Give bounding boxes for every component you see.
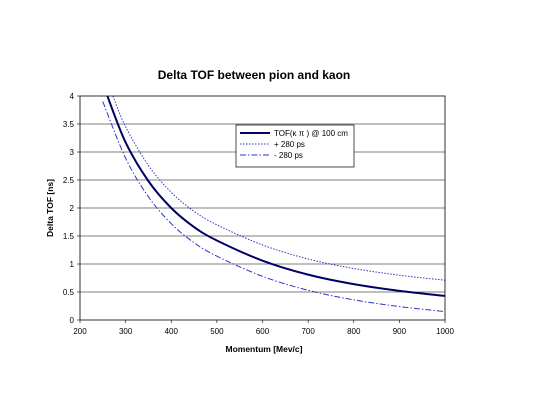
x-tick-label: 800 xyxy=(347,327,361,336)
legend-items: TOF(κ π ) @ 100 cm + 280 ps - 280 ps xyxy=(240,129,348,160)
y-tick-label: 1.5 xyxy=(63,232,75,241)
legend-label-2: - 280 ps xyxy=(274,151,303,160)
y-tick-label: 3 xyxy=(70,148,75,157)
y-tick-label: 0 xyxy=(70,316,75,325)
x-axis-label: Momentum [Mev/c] xyxy=(226,344,303,354)
y-tick-label: 0.5 xyxy=(63,288,75,297)
x-tick-label: 700 xyxy=(301,327,315,336)
x-tick-label: 300 xyxy=(119,327,133,336)
series-line-0 xyxy=(106,95,446,297)
y-axis-label: Delta TOF [ns] xyxy=(45,179,55,237)
chart-title: Delta TOF between pion and kaon xyxy=(158,68,350,82)
y-tick-labels: 0 0.5 1 1.5 2 2.5 3 3.5 4 xyxy=(63,92,80,325)
x-tick-label: 600 xyxy=(256,327,270,336)
x-tick-label: 900 xyxy=(393,327,407,336)
x-tick-label: 1000 xyxy=(436,327,454,336)
series-line-1 xyxy=(112,95,446,281)
legend: TOF(κ π ) @ 100 cm + 280 ps - 280 ps xyxy=(235,124,355,168)
legend-label-0: TOF(κ π ) @ 100 cm xyxy=(274,129,348,138)
y-tick-label: 1 xyxy=(70,260,75,269)
legend-label-1: + 280 ps xyxy=(274,140,305,149)
series-lines xyxy=(102,95,446,313)
series-line-2 xyxy=(102,101,446,313)
y-tick-label: 4 xyxy=(70,92,75,101)
x-tick-label: 200 xyxy=(73,327,87,336)
x-tick-labels: 200 300 400 500 600 700 800 900 1000 xyxy=(73,320,454,336)
y-tick-label: 3.5 xyxy=(63,120,75,129)
x-tick-label: 400 xyxy=(165,327,179,336)
y-tick-label: 2 xyxy=(70,204,75,213)
x-tick-label: 500 xyxy=(210,327,224,336)
y-tick-label: 2.5 xyxy=(63,176,75,185)
